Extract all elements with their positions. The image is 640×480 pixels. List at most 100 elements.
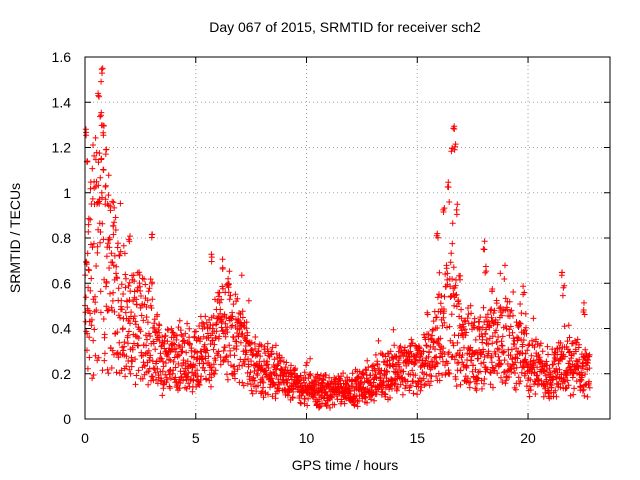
data-point (99, 70, 105, 77)
data-point (234, 295, 241, 302)
data-point (475, 355, 482, 362)
data-point (446, 323, 453, 330)
data-point (88, 322, 95, 329)
data-point (244, 380, 251, 387)
data-point (264, 361, 271, 368)
data-point (468, 310, 475, 317)
data-point (90, 337, 97, 344)
data-point (131, 288, 138, 295)
data-point (90, 240, 97, 247)
data-point (488, 314, 495, 321)
data-point (90, 142, 96, 148)
data-point (480, 246, 487, 253)
data-point (518, 369, 525, 376)
data-point (105, 172, 112, 179)
data-point (118, 303, 125, 310)
data-point (392, 380, 399, 387)
data-point (108, 365, 115, 371)
data-point (520, 291, 527, 298)
data-point (100, 132, 107, 139)
data-point (125, 328, 132, 335)
data-point (118, 281, 125, 288)
data-point (208, 383, 214, 390)
data-point (98, 78, 105, 85)
data-point (331, 401, 338, 408)
data-point (434, 325, 441, 331)
data-point (491, 367, 498, 374)
data-point (137, 288, 144, 294)
data-point (326, 374, 333, 381)
data-point (533, 336, 539, 343)
data-point (530, 315, 537, 322)
y-tick-label: 0.4 (52, 321, 72, 337)
data-point (462, 318, 469, 325)
data-point (375, 337, 382, 344)
data-point (192, 362, 199, 369)
data-point (498, 374, 504, 381)
data-point (212, 367, 219, 374)
data-point (532, 391, 539, 397)
data-point (175, 360, 182, 367)
data-point (105, 192, 112, 199)
data-point (207, 341, 214, 347)
data-point (304, 359, 310, 366)
data-point (424, 311, 431, 318)
data-point (516, 380, 523, 387)
data-point (364, 399, 370, 406)
data-point (494, 319, 501, 326)
data-point (317, 403, 324, 410)
data-point (444, 360, 451, 367)
data-point (98, 155, 105, 162)
data-point (349, 383, 356, 390)
data-point (105, 370, 112, 377)
data-point (473, 380, 480, 387)
data-point (446, 199, 453, 205)
data-point (524, 347, 531, 354)
data-point (535, 377, 541, 384)
data-point (492, 351, 499, 357)
data-point (513, 364, 520, 371)
y-tick-labels: 0 0.2 0.4 0.6 0.8 1 1.2 1.4 1.6 (52, 49, 72, 427)
data-point (250, 374, 257, 381)
data-point (174, 351, 181, 358)
data-point (502, 380, 509, 387)
data-point (252, 334, 259, 340)
data-point (116, 252, 123, 259)
data-point (208, 251, 215, 258)
data-point (540, 393, 547, 400)
data-point (481, 354, 488, 360)
data-point (437, 335, 444, 342)
data-point (288, 362, 294, 369)
data-point (210, 361, 217, 368)
data-point (197, 336, 204, 342)
data-point (97, 288, 104, 295)
data-point (220, 330, 227, 337)
data-point (565, 322, 572, 329)
data-point (105, 202, 112, 209)
data-point (114, 329, 121, 336)
data-point (377, 370, 384, 377)
data-point (125, 236, 132, 243)
data-point (519, 341, 526, 348)
data-point (387, 348, 394, 355)
data-point (176, 385, 183, 392)
data-point (297, 399, 304, 406)
data-point (202, 313, 209, 320)
data-point (253, 388, 260, 395)
data-point (97, 239, 104, 246)
data-point (506, 374, 512, 380)
data-point (370, 362, 377, 369)
data-point (198, 373, 205, 380)
data-point (452, 141, 459, 148)
data-point (132, 318, 139, 325)
data-point (109, 198, 116, 205)
data-point (158, 355, 165, 362)
data-point (553, 393, 560, 400)
data-point (87, 216, 94, 223)
data-point (485, 341, 492, 348)
data-point (238, 272, 245, 279)
data-point (123, 363, 130, 370)
data-point (100, 236, 107, 243)
data-point (231, 370, 238, 377)
data-point (564, 377, 571, 384)
